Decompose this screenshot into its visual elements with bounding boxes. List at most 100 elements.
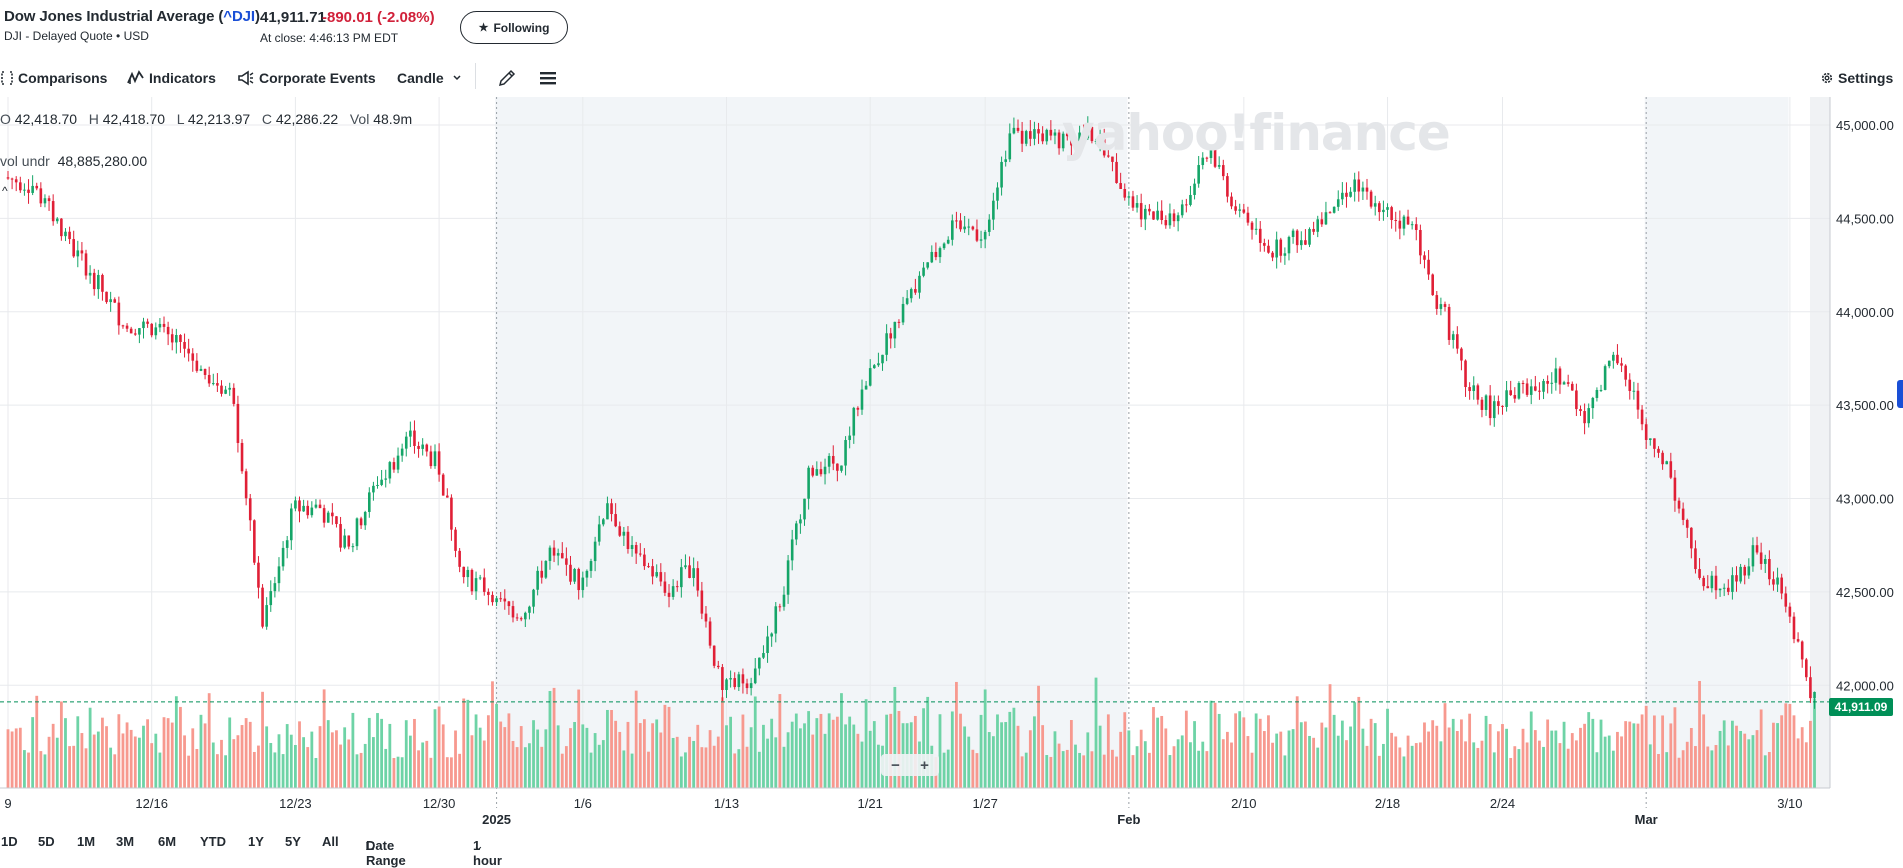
volume-bar bbox=[1460, 719, 1463, 788]
candle-body bbox=[1460, 348, 1463, 361]
candle-body bbox=[1102, 138, 1106, 156]
candle-body bbox=[1542, 380, 1545, 392]
candle-body bbox=[277, 566, 281, 584]
volume-bar bbox=[704, 747, 708, 788]
range-5y[interactable]: 5Y bbox=[285, 834, 301, 849]
volume-bar bbox=[1324, 727, 1328, 788]
menu-button[interactable] bbox=[539, 64, 561, 92]
candle-body bbox=[195, 360, 199, 371]
candle-body bbox=[1677, 500, 1681, 509]
volume-bar bbox=[1201, 741, 1205, 788]
volume-bar bbox=[712, 745, 716, 788]
quote-subtitle: DJI - Delayed Quote • USD bbox=[4, 29, 149, 43]
volume-bar bbox=[889, 713, 893, 788]
candle-body bbox=[712, 645, 716, 666]
volume-bar bbox=[573, 722, 576, 788]
candle-body bbox=[606, 503, 609, 520]
candle-body bbox=[105, 291, 108, 303]
candle-body bbox=[1616, 354, 1619, 364]
volume-bar bbox=[1382, 743, 1385, 788]
candle-body bbox=[1160, 210, 1164, 221]
candle-body bbox=[1353, 179, 1356, 192]
volume-bar bbox=[1045, 755, 1049, 788]
range-all[interactable]: All bbox=[322, 834, 339, 849]
symbol-link[interactable]: ^DJI bbox=[223, 8, 255, 25]
volume-bar bbox=[1205, 751, 1209, 788]
candle-body bbox=[199, 368, 203, 371]
indicators-button[interactable]: Indicators bbox=[127, 64, 216, 92]
volume-bar bbox=[1377, 755, 1381, 788]
candle-body bbox=[1743, 566, 1747, 576]
volume-bar bbox=[1250, 752, 1254, 788]
chart-type-dropdown[interactable]: Candle bbox=[397, 64, 468, 92]
zoom-out-button[interactable]: − bbox=[891, 756, 900, 774]
volume-bar bbox=[187, 755, 191, 788]
x-tick-label: 12/16 bbox=[135, 796, 168, 811]
candle-body bbox=[1484, 395, 1488, 410]
candle-body bbox=[1135, 203, 1139, 208]
corporate-events-button[interactable]: Corporate Events bbox=[237, 64, 376, 92]
candle-body bbox=[860, 389, 864, 410]
volume-bar bbox=[1501, 724, 1504, 788]
candle-body bbox=[265, 605, 268, 627]
volume-bar bbox=[630, 753, 634, 788]
range-1y[interactable]: 1Y bbox=[248, 834, 264, 849]
volume-bar bbox=[1246, 736, 1250, 788]
following-button[interactable]: ★ Following bbox=[460, 11, 568, 44]
megaphone-icon bbox=[238, 70, 254, 86]
candle-body bbox=[831, 455, 835, 464]
volume-bar bbox=[1583, 723, 1586, 788]
candle-body bbox=[1587, 408, 1591, 424]
range-ytd[interactable]: YTD bbox=[200, 834, 226, 849]
market-closed-shading bbox=[495, 97, 1830, 788]
candle-body bbox=[1267, 245, 1270, 253]
volume-bar bbox=[486, 715, 490, 788]
side-panel-tab[interactable] bbox=[1897, 380, 1903, 408]
candle-body bbox=[569, 564, 572, 582]
range-3m[interactable]: 3M bbox=[116, 834, 135, 849]
volume-bar bbox=[1521, 728, 1525, 788]
candle-body bbox=[1332, 206, 1336, 213]
settings-button[interactable]: Settings bbox=[1820, 64, 1893, 92]
volume-bar bbox=[577, 689, 581, 788]
candle-body bbox=[1090, 127, 1094, 142]
range-1d[interactable]: 1D bbox=[1, 834, 18, 849]
candle-body bbox=[1180, 204, 1184, 216]
volume-bar bbox=[220, 739, 223, 788]
volume-bar bbox=[716, 736, 720, 788]
zoom-in-button[interactable]: + bbox=[920, 756, 929, 774]
candle-body bbox=[1033, 129, 1036, 139]
volume-bar bbox=[43, 754, 47, 788]
volume-bar bbox=[647, 751, 650, 788]
candle-body bbox=[1386, 207, 1389, 210]
range-5d[interactable]: 5D bbox=[38, 834, 55, 849]
volume-bar bbox=[1579, 727, 1582, 788]
candle-body bbox=[704, 613, 708, 622]
candle-body bbox=[216, 383, 219, 386]
range-6m[interactable]: 6M bbox=[158, 834, 177, 849]
range-1m[interactable]: 1M bbox=[77, 834, 96, 849]
star-icon: ★ bbox=[478, 22, 489, 34]
candle-body bbox=[1534, 386, 1537, 391]
candle-body bbox=[1349, 191, 1352, 197]
candle-body bbox=[684, 565, 687, 568]
candle-body bbox=[1250, 222, 1254, 230]
collapse-caret-icon[interactable]: ^ bbox=[2, 184, 8, 198]
candle-body bbox=[1706, 586, 1710, 589]
comparisons-button[interactable]: Comparisons bbox=[0, 64, 107, 92]
page-title: Dow Jones Industrial Average (^DJI) bbox=[4, 8, 260, 25]
candle-body bbox=[626, 531, 630, 550]
volume-bar bbox=[663, 704, 667, 788]
volume-bar bbox=[1398, 747, 1402, 788]
volume-bar bbox=[1767, 751, 1771, 788]
right-gap bbox=[1810, 97, 1830, 788]
draw-button[interactable] bbox=[497, 64, 521, 92]
volume-bar bbox=[1685, 741, 1689, 788]
volume-bar bbox=[552, 687, 556, 788]
candle-body bbox=[331, 512, 334, 517]
volume-bar bbox=[1184, 710, 1188, 788]
volume-bar bbox=[1800, 727, 1804, 788]
volume-bar bbox=[1714, 745, 1718, 788]
candle-body bbox=[807, 467, 810, 499]
